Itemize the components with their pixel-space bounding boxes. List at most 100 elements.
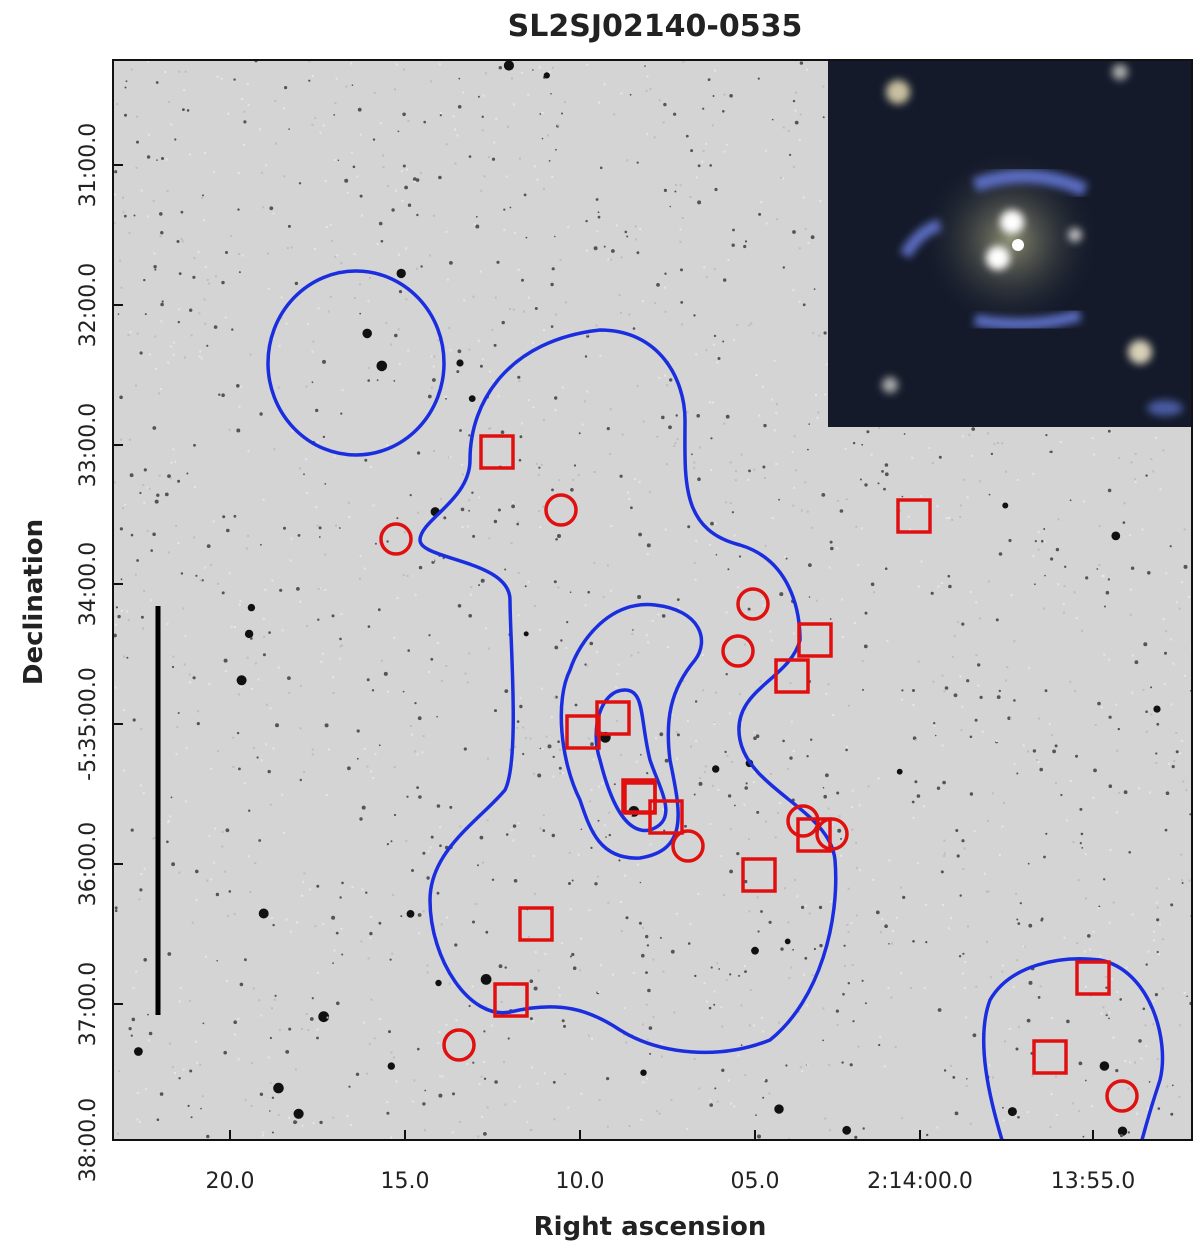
noise [1187,596,1190,598]
star [1142,1007,1146,1011]
noise [827,683,830,686]
noise [1090,1105,1093,1108]
star [645,971,648,974]
noise [763,477,766,479]
star [807,448,809,451]
star [311,381,314,384]
noise [602,596,605,599]
noise [503,228,506,231]
noise [424,1129,426,1132]
noise [636,384,639,387]
noise [770,398,773,401]
star [698,781,703,786]
star [1138,1039,1142,1043]
noise [606,1125,609,1128]
star [472,920,475,924]
noise [327,748,330,751]
noise [471,562,474,565]
noise [469,593,472,596]
star [156,1118,160,1121]
star [738,974,741,977]
star [632,327,636,330]
noise [301,1124,304,1127]
noise [620,256,623,259]
circle-marker [442,1028,476,1062]
noise [366,765,369,768]
noise [716,361,719,364]
noise [446,916,449,919]
y-axis-label: Declination [19,519,49,685]
noise [340,613,343,616]
noise [152,200,155,203]
star [478,584,481,587]
noise [140,873,143,875]
noise [803,973,806,976]
noise [894,1046,897,1048]
noise [370,915,373,918]
noise [1181,739,1184,742]
noise [540,687,543,690]
star [483,1030,486,1033]
noise [705,349,708,352]
star [619,474,623,478]
star [888,943,890,945]
noise [838,815,841,818]
noise [792,165,795,168]
star [801,905,805,910]
star [647,988,651,993]
star [813,947,817,951]
noise [405,247,408,250]
noise [1179,752,1182,755]
noise [459,825,462,828]
noise [436,642,439,644]
noise [736,324,739,327]
star [863,644,868,649]
noise [744,1074,747,1077]
star [569,955,572,958]
noise [725,978,728,981]
noise [1051,734,1054,737]
noise [689,196,692,198]
noise [507,125,509,128]
noise [327,310,330,313]
star [475,224,480,229]
noise [640,1118,643,1121]
noise [184,70,187,73]
noise [142,627,144,630]
star [1098,905,1101,908]
noise [1116,811,1118,814]
noise [782,126,785,129]
star [202,1022,205,1025]
star [195,869,199,874]
star [712,765,720,773]
noise [285,918,288,921]
noise [914,739,917,742]
star [823,331,827,335]
noise [470,586,473,589]
noise [559,749,561,752]
star [912,689,915,692]
noise [1018,1025,1020,1028]
noise [782,177,785,180]
noise [586,664,589,667]
square-marker [493,982,529,1018]
noise [558,994,561,997]
star [554,396,558,400]
noise [762,1030,765,1033]
noise [233,912,236,915]
noise [1124,1059,1127,1062]
noise [168,100,171,103]
star [150,549,153,552]
star [693,793,696,796]
noise [909,987,912,989]
noise [305,1013,308,1015]
star [1078,1061,1083,1066]
star [522,752,525,756]
noise [178,70,181,73]
noise [237,1058,240,1061]
noise [630,654,633,657]
noise [642,1023,644,1026]
star [571,879,574,882]
noise [586,333,589,336]
noise [963,847,966,850]
